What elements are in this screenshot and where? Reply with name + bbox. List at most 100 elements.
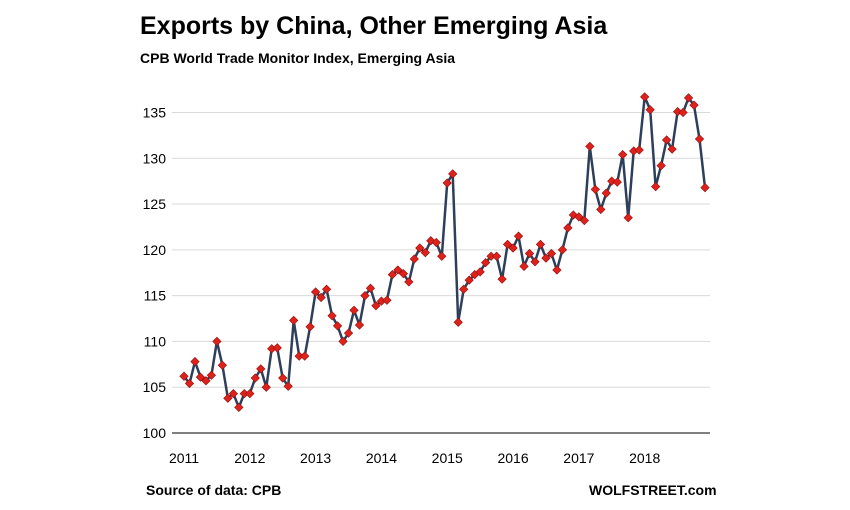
data-point [672,106,683,117]
y-tick-label: 110 [144,333,167,349]
data-point [349,305,359,315]
data-point [546,248,557,259]
data-point [354,320,365,330]
x-tick-labels: 2011 2012 2013 2014 2015 2016 2017 2018 [169,450,661,466]
data-point [217,360,228,370]
data-point [563,223,573,233]
data-point [678,107,688,118]
data-point [683,93,694,103]
data-point [645,105,655,115]
data-point [535,239,546,249]
data-point [305,322,315,332]
data-point [623,213,633,223]
x-tick-label: 2015 [432,450,463,466]
data-point [343,328,354,338]
data-point [420,247,430,258]
series-line-group [183,95,707,409]
y-tick-label: 125 [143,196,167,212]
data-point [371,301,381,311]
data-point [206,370,217,380]
data-point [404,277,414,287]
y-tick-label: 135 [143,104,167,120]
data-point-markers [179,92,710,412]
data-point [415,243,425,253]
data-point [453,317,463,327]
data-point [448,169,458,179]
data-point [278,373,288,383]
data-point [212,336,222,347]
series-line [183,95,707,409]
x-tick-label: 2017 [563,450,594,466]
data-point [667,144,677,154]
data-point [387,269,398,280]
data-point [640,92,650,102]
chart-title: Exports by China, Other Emerging Asia [140,12,608,40]
data-point [661,135,672,145]
data-point [184,378,195,389]
data-point [541,253,551,263]
data-point [442,178,452,188]
x-tick-label: 2018 [629,450,660,466]
data-point [579,215,589,226]
data-point [601,188,611,198]
data-point [228,388,238,399]
y-tick-label: 100 [143,425,167,441]
data-point [475,267,485,277]
x-tick-label: 2011 [169,450,199,466]
data-point [618,149,628,160]
data-point [256,364,266,374]
data-point [502,239,513,249]
y-tick-label: 115 [144,288,167,304]
data-point [634,145,644,155]
data-point [283,381,293,391]
data-point [513,231,524,241]
data-point [201,376,211,386]
data-point [530,257,540,267]
data-point [409,254,419,264]
data-point [574,212,584,222]
data-point [700,182,710,193]
y-tick-label: 120 [143,242,167,258]
data-point [524,248,535,259]
data-point [431,237,441,248]
data-point [289,315,299,325]
data-point [223,393,233,403]
data-point [651,182,661,192]
data-point [557,245,568,255]
data-point [179,371,189,381]
y-tick-labels: 100 105 110 115 120 125 130 135 [143,104,167,441]
data-point [437,251,447,261]
chart-subtitle: CPB World Trade Monitor Index, Emerging … [140,50,456,66]
x-tick-label: 2014 [366,450,397,466]
data-point [398,269,408,279]
data-point [568,210,579,220]
data-point [508,243,518,253]
data-point [491,251,502,261]
data-point [300,351,310,361]
data-point [261,382,271,392]
data-point [612,177,622,187]
brand-note: WOLFSTREET.com [589,482,717,498]
data-point [310,287,321,297]
data-point [585,141,595,151]
data-point [464,275,474,285]
data-point [519,261,529,271]
data-point [245,388,255,399]
x-tick-label: 2016 [497,450,528,466]
data-point [481,258,491,268]
data-point [190,356,200,367]
data-point [552,265,562,275]
data-point [360,291,370,301]
data-point [332,321,343,331]
y-tick-label: 130 [143,150,167,166]
data-point [459,284,469,294]
x-tick-label: 2013 [300,450,331,466]
data-point [234,402,244,412]
x-tick-label: 2012 [234,450,265,466]
data-point [338,336,348,347]
data-point [327,311,337,321]
data-point [250,373,260,383]
data-point [656,160,666,171]
data-point [365,283,376,293]
